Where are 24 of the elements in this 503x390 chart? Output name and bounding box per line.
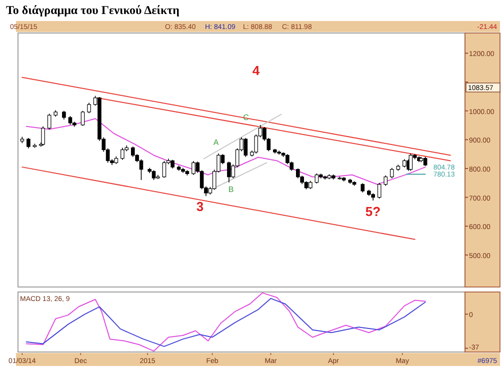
candlestick (139, 158, 144, 180)
candlestick (244, 138, 248, 158)
candlestick (384, 175, 388, 186)
candlestick (390, 168, 394, 179)
candlestick (377, 182, 382, 199)
chart-title: Το διάγραμμα του Γενικού Δείκτη (6, 3, 180, 17)
annotation: B (228, 185, 234, 194)
candlestick (314, 173, 319, 184)
candlestick (192, 160, 196, 176)
candlestick (162, 160, 166, 178)
candlestick (47, 113, 52, 130)
candlestick (26, 138, 30, 149)
candlestick (227, 161, 231, 183)
candlestick (408, 153, 413, 172)
candlestick (120, 147, 124, 160)
candlestick (152, 170, 156, 180)
candlestick (80, 110, 85, 126)
candlestick (87, 102, 91, 114)
annotation: 5? (365, 204, 381, 219)
annotation: 4 (252, 63, 260, 78)
candlestick (360, 182, 365, 193)
candlestick (423, 156, 428, 166)
annotation: 3 (196, 199, 204, 214)
annotation: A (213, 138, 220, 147)
